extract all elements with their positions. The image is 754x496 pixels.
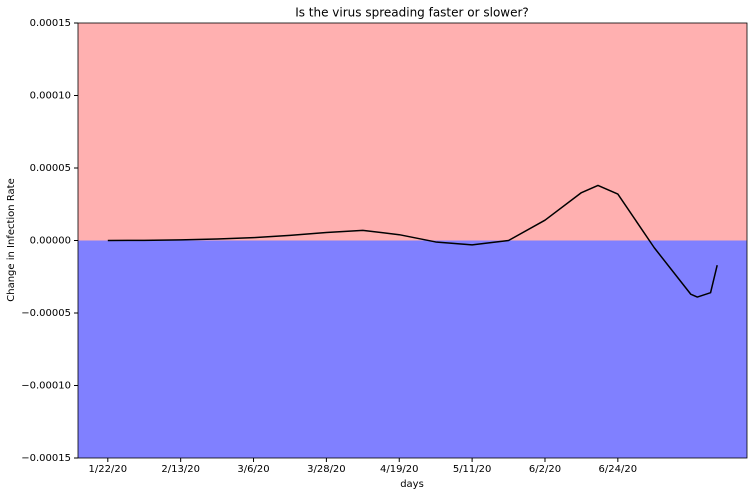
y-tick-label: −0.00010: [21, 381, 71, 392]
x-tick-label: 3/28/20: [307, 464, 346, 475]
y-axis-label: Change in Infection Rate: [6, 178, 17, 301]
x-tick-label: 1/22/20: [89, 464, 128, 475]
x-tick-label: 6/24/20: [599, 464, 638, 475]
x-tick-label: 2/13/20: [161, 464, 200, 475]
y-tick-label: 0.00010: [30, 91, 71, 102]
negative-region: [78, 240, 747, 458]
series-line: [107, 184, 718, 298]
x-tick-label: 3/6/20: [237, 464, 269, 475]
plot-frame: [77, 22, 748, 459]
positive-region: [78, 23, 747, 241]
y-tick-label: 0.00005: [30, 163, 71, 174]
x-tick-label: 6/2/20: [529, 464, 561, 475]
x-tick-label: 4/19/20: [380, 464, 419, 475]
y-tick-label: 0.00015: [30, 18, 71, 29]
x-axis-label: days: [400, 479, 424, 490]
y-tick-label: −0.00005: [21, 308, 71, 319]
chart-title: Is the virus spreading faster or slower?: [295, 6, 529, 20]
y-tick-label: −0.00015: [21, 453, 71, 464]
y-tick-label: 0.00000: [30, 236, 71, 247]
x-tick-label: 5/11/20: [453, 464, 492, 475]
